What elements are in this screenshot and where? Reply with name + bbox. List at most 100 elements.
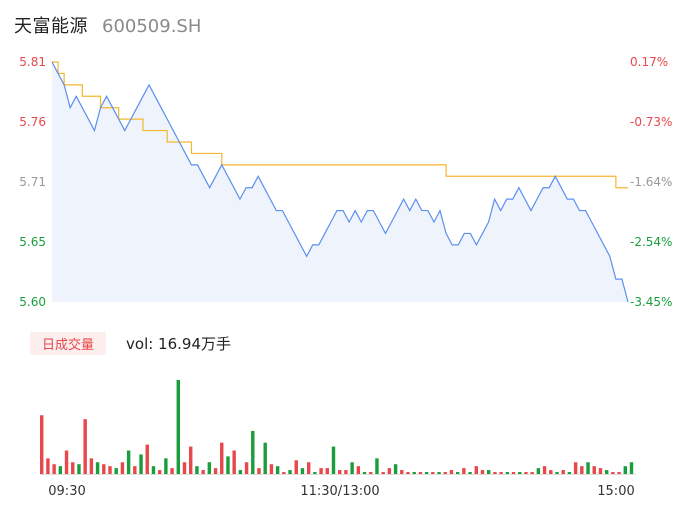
volume-bar xyxy=(623,466,627,474)
volume-bar xyxy=(157,470,162,474)
volume-bar xyxy=(263,442,267,474)
volume-bar xyxy=(393,464,398,474)
volume-bar xyxy=(493,472,497,474)
volume-bar xyxy=(431,472,435,474)
y-tick-left: 5.76 xyxy=(19,115,46,129)
volume-bar xyxy=(288,470,292,474)
volume-bar xyxy=(145,444,149,474)
volume-bar xyxy=(114,468,118,474)
volume-bar xyxy=(350,462,354,474)
volume-bar xyxy=(362,472,367,474)
volume-bar xyxy=(530,472,534,474)
volume-bar xyxy=(418,472,423,474)
volume-bar xyxy=(555,472,559,474)
average-price-line xyxy=(52,61,628,189)
volume-bar xyxy=(89,458,94,474)
volume-bar xyxy=(524,472,528,474)
volume-bar xyxy=(226,456,230,474)
volume-bar xyxy=(480,470,485,474)
volume-bar xyxy=(449,470,454,474)
volume-bar xyxy=(170,468,174,474)
volume-bar xyxy=(381,472,385,474)
volume-bar xyxy=(244,462,249,474)
y-tick-left: 5.71 xyxy=(19,175,46,189)
volume-bar xyxy=(83,419,87,474)
volume-bar xyxy=(71,462,75,474)
y-tick-left: 5.65 xyxy=(19,235,46,249)
x-tick-label: 11:30/13:00 xyxy=(300,484,379,499)
volume-bar xyxy=(598,468,603,474)
volume-readout: vol: 16.94万手 xyxy=(126,334,232,353)
volume-bar xyxy=(437,472,441,474)
volume-bar xyxy=(195,466,199,474)
volume-bar xyxy=(499,472,503,474)
volume-bar xyxy=(213,468,218,474)
volume-bar xyxy=(344,470,348,474)
volume-bar xyxy=(294,460,298,474)
y-tick-left: 5.60 xyxy=(19,295,46,309)
volume-bar xyxy=(518,472,522,474)
x-tick-label: 09:30 xyxy=(48,484,85,499)
volume-bar xyxy=(275,466,280,474)
volume-bar xyxy=(462,468,466,474)
volume-bar xyxy=(617,472,621,474)
volume-bar xyxy=(580,466,584,474)
y-tick-right: -0.73% xyxy=(630,115,672,129)
volume-bar xyxy=(176,380,180,474)
volume-bar xyxy=(313,472,317,474)
volume-bar xyxy=(139,454,143,474)
volume-bar xyxy=(505,472,510,474)
volume-bar xyxy=(400,470,404,474)
volume-bar xyxy=(474,466,478,474)
volume-bar xyxy=(338,470,342,474)
volume-bar xyxy=(573,462,578,474)
volume-bar xyxy=(542,466,547,474)
volume-bar xyxy=(319,468,323,474)
volume-bar xyxy=(561,470,565,474)
volume-bar xyxy=(443,472,447,474)
volume-bar xyxy=(102,464,106,474)
volume-bar xyxy=(120,462,125,474)
volume-bar xyxy=(611,472,615,474)
volume-bar xyxy=(126,450,131,474)
volume-bar xyxy=(325,468,329,474)
y-tick-left: 5.81 xyxy=(19,55,46,69)
volume-bar xyxy=(586,462,590,474)
volume-bar xyxy=(133,466,137,474)
volume-bar xyxy=(189,446,193,474)
volume-bar xyxy=(77,464,81,474)
volume-bar xyxy=(629,462,634,474)
volume-bar xyxy=(369,472,373,474)
stock-code: 600509.SH xyxy=(102,16,202,37)
volume-bar xyxy=(64,450,69,474)
price-line xyxy=(51,61,629,303)
volume-bar xyxy=(151,466,156,474)
y-tick-right: 0.17% xyxy=(630,55,668,69)
stock-title: 天富能源 600509.SH xyxy=(14,12,201,40)
volume-bar xyxy=(511,472,516,474)
volume-bar xyxy=(232,450,236,474)
volume-bar xyxy=(487,470,491,474)
volume-bar xyxy=(251,430,255,474)
volume-bar xyxy=(40,415,44,474)
volume-bar xyxy=(95,462,100,474)
daily-volume-tab[interactable]: 日成交量 xyxy=(30,331,107,355)
volume-bar xyxy=(455,472,460,474)
volume-bar xyxy=(257,468,261,474)
stock-name: 天富能源 xyxy=(14,16,88,37)
volume-bar xyxy=(238,470,243,474)
volume-bar xyxy=(306,462,311,474)
volume-bar xyxy=(207,462,212,474)
volume-bar xyxy=(300,468,305,474)
volume-bar xyxy=(549,470,553,474)
volume-bar xyxy=(269,464,274,474)
volume-bar xyxy=(424,472,429,474)
x-tick-label: 15:00 xyxy=(597,484,634,499)
volume-bar xyxy=(387,468,392,474)
volume-header: 日成交量 vol: 16.94万手 xyxy=(30,331,231,355)
volume-bar xyxy=(468,472,472,474)
volume-bar xyxy=(52,464,56,474)
volume-bar xyxy=(356,466,361,474)
volume-bar xyxy=(592,466,596,474)
